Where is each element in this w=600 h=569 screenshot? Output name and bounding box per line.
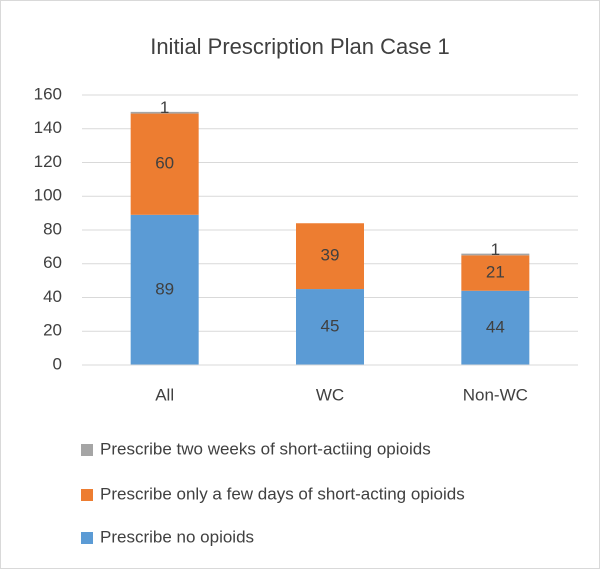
y-tick-label: 100 [34,186,62,205]
y-tick-label: 0 [53,354,62,373]
data-label: 44 [486,317,505,336]
legend-swatch [81,532,93,544]
bar-segment [461,255,530,291]
bar-segment [296,289,364,365]
y-tick-label: 160 [34,84,62,103]
data-label: 60 [155,154,174,173]
y-tick-label: 80 [43,219,62,238]
bar-segment [461,253,530,256]
bar-segment [130,111,199,114]
legend-swatch [81,444,93,456]
y-tick-label: 120 [34,152,62,171]
legend-label: Prescribe no opioids [100,527,254,546]
chart-title: Initial Prescription Plan Case 1 [150,34,450,59]
data-label: 45 [321,317,340,336]
x-tick-label: Non-WC [463,385,528,404]
y-tick-label: 40 [43,287,62,306]
legend-swatch [81,489,93,501]
data-label: 39 [321,246,340,265]
legend-label: Prescribe two weeks of short-actiing opi… [100,439,431,458]
data-label: 1 [160,98,169,117]
bar-segment [296,223,364,290]
x-tick-label: WC [316,385,344,404]
bar-segment [461,290,530,365]
y-tick-label: 60 [43,253,62,272]
legend-label: Prescribe only a few days of short-actin… [100,484,465,503]
data-label: 1 [491,240,500,259]
y-tick-label: 20 [43,321,62,340]
data-label: 89 [155,279,174,298]
bar-segment [130,113,199,215]
x-tick-label: All [155,385,174,404]
bar-segment [130,214,199,365]
data-label: 21 [486,263,505,282]
y-tick-label: 140 [34,118,62,137]
